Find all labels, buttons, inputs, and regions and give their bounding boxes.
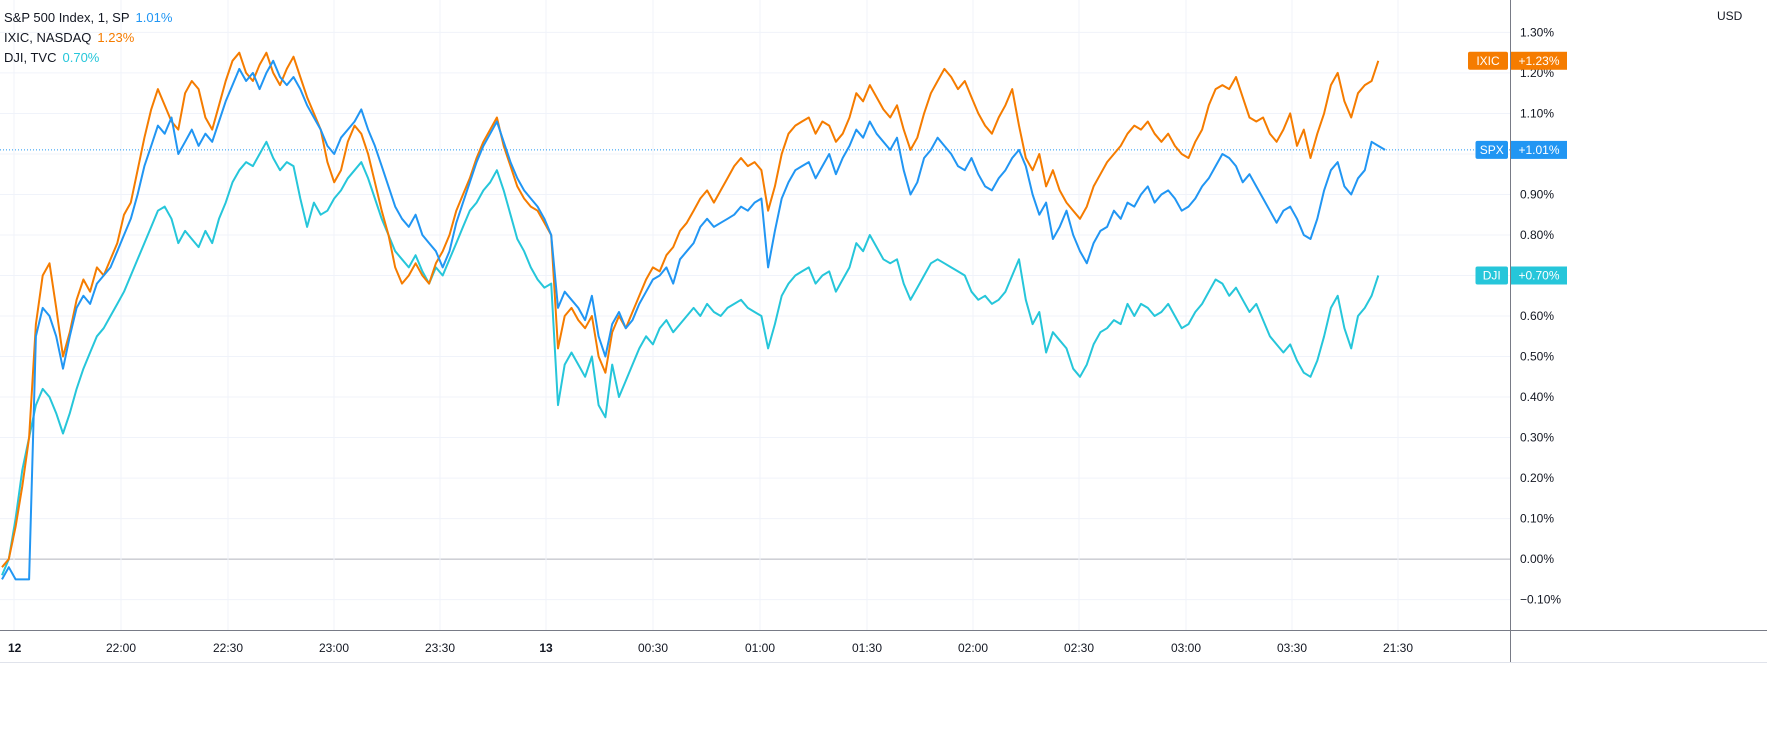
x-tick-label: 21:30 xyxy=(1383,641,1413,655)
legend-row-spx[interactable]: S&P 500 Index, 1, SP 1.01% xyxy=(4,8,172,28)
x-tick-label: 01:00 xyxy=(745,641,775,655)
legend-row-dji[interactable]: DJI, TVC 0.70% xyxy=(4,48,172,68)
badge-value: +1.01% xyxy=(1518,143,1559,157)
x-tick-label: 13 xyxy=(539,641,553,655)
y-tick-label: 0.90% xyxy=(1520,187,1554,201)
x-tick-label: 02:30 xyxy=(1064,641,1094,655)
y-tick-label: 0.80% xyxy=(1520,228,1554,242)
badge-value-bg xyxy=(1511,140,1567,159)
badge-value: +0.70% xyxy=(1518,268,1559,282)
badge-symbol: IXIC xyxy=(1476,54,1500,68)
badge-symbol-bg xyxy=(1475,266,1508,285)
legend-value: 1.01% xyxy=(135,10,173,25)
badge-symbol: SPX xyxy=(1480,143,1504,157)
x-tick-label: 22:00 xyxy=(106,641,136,655)
price-badge-spx[interactable]: SPX +1.01% xyxy=(1475,140,1568,159)
legend-title: S&P 500 Index, 1, SP xyxy=(4,10,130,25)
x-tick-label: 12 xyxy=(8,641,22,655)
legend-value: 1.23% xyxy=(97,30,135,45)
legend: S&P 500 Index, 1, SP 1.01% IXIC, NASDAQ 1.… xyxy=(4,8,172,68)
y-tick-label: 1.10% xyxy=(1520,106,1554,120)
series-line-spx[interactable] xyxy=(1,59,1386,581)
badge-value: +1.23% xyxy=(1518,54,1559,68)
x-tick-label: 03:30 xyxy=(1277,641,1307,655)
legend-row-ixic[interactable]: IXIC, NASDAQ 1.23% xyxy=(4,28,172,48)
currency-label: USD xyxy=(1717,9,1743,23)
x-tick-label: 01:30 xyxy=(852,641,882,655)
y-tick-label: 0.30% xyxy=(1520,431,1554,445)
badge-symbol-bg xyxy=(1475,140,1508,159)
y-tick-label: −0.10% xyxy=(1520,593,1561,607)
y-tick-label: 1.30% xyxy=(1520,25,1554,39)
y-tick-label: 0.50% xyxy=(1520,350,1554,364)
price-badges: IXIC +1.23% SPX +1.01% DJI +0.70% xyxy=(1468,51,1568,285)
x-tick-label: 03:00 xyxy=(1171,641,1201,655)
badge-symbol-bg xyxy=(1468,51,1508,70)
badge-value-bg xyxy=(1511,51,1567,70)
x-tick-label: 23:30 xyxy=(425,641,455,655)
series-line-ixic[interactable] xyxy=(1,51,1380,568)
y-tick-label: 0.40% xyxy=(1520,390,1554,404)
y-axis: 1.30%1.20%1.10%1.00%0.90%0.80%0.70%0.60%… xyxy=(1510,0,1561,662)
y-tick-label: 0.00% xyxy=(1520,552,1554,566)
badge-value-bg xyxy=(1511,266,1567,285)
grid-lines xyxy=(0,0,1510,630)
series-lines xyxy=(1,51,1386,581)
legend-value: 0.70% xyxy=(62,50,100,65)
x-tick-label: 23:00 xyxy=(319,641,349,655)
y-tick-label: 0.10% xyxy=(1520,512,1554,526)
badge-symbol: DJI xyxy=(1483,268,1501,282)
x-tick-label: 02:00 xyxy=(958,641,988,655)
price-badge-ixic[interactable]: IXIC +1.23% xyxy=(1468,51,1567,70)
legend-title: DJI, TVC xyxy=(4,50,57,65)
y-tick-label: 0.20% xyxy=(1520,471,1554,485)
y-tick-label: 0.60% xyxy=(1520,309,1554,323)
x-axis: 12 22:00 22:30 23:00 23:30 13 00:30 01:00 01:30 0… xyxy=(0,630,1767,663)
x-tick-label: 22:30 xyxy=(213,641,243,655)
price-badge-dji[interactable]: DJI +0.70% xyxy=(1475,266,1568,285)
legend-title: IXIC, NASDAQ xyxy=(4,30,92,45)
series-line-dji[interactable] xyxy=(1,140,1380,576)
x-tick-label: 00:30 xyxy=(638,641,668,655)
